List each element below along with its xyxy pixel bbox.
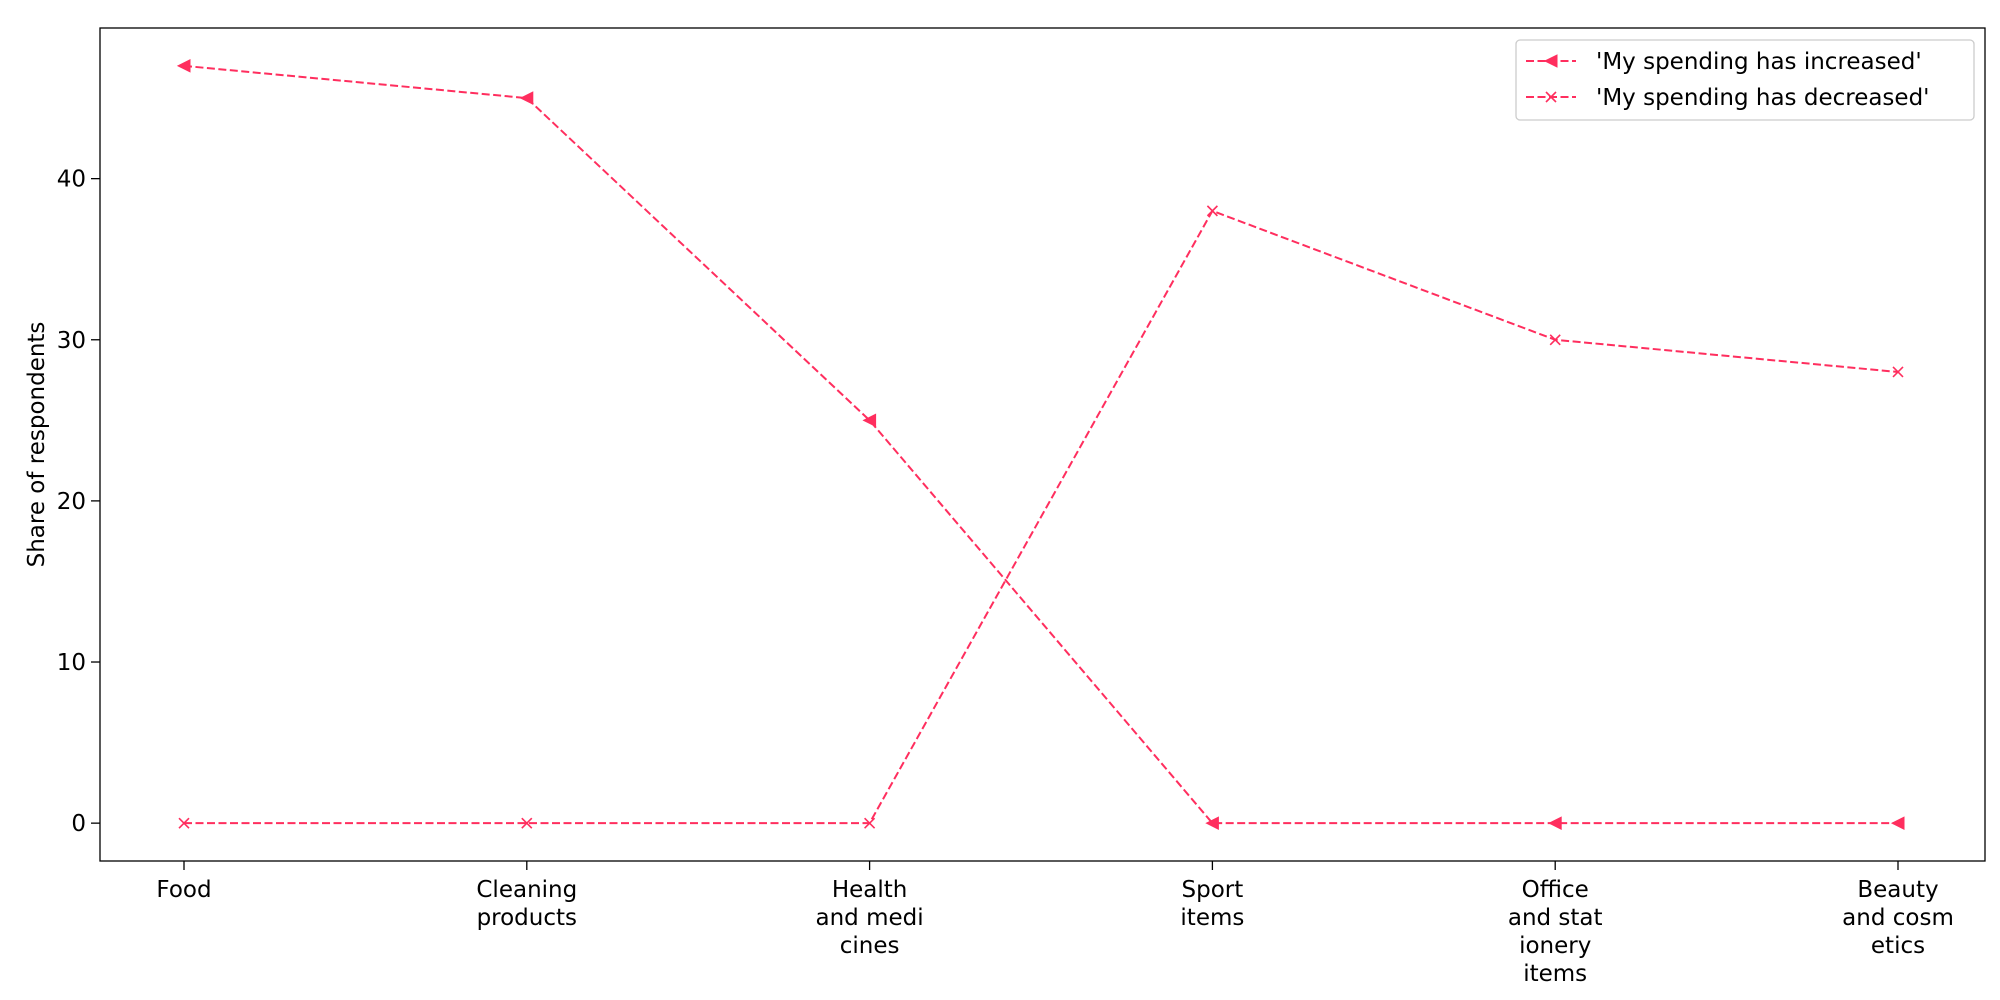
plot-marks	[176, 59, 1905, 830]
x-tick-label: Health and medi cines	[816, 877, 924, 959]
x-tick-label: Office and stat ionery items	[1508, 877, 1603, 987]
y-tick-label: 40	[57, 167, 86, 193]
data-point	[1549, 334, 1561, 346]
legend-swatch-increased	[1526, 54, 1576, 68]
plot-frame	[99, 27, 1986, 862]
data-point	[1548, 816, 1562, 830]
legend-entry-decreased[interactable]: 'My spending has decreased'	[1526, 85, 1930, 111]
marker-stroke	[1892, 366, 1904, 378]
x-tick-label: Cleaning products	[476, 877, 577, 931]
legend-entry-increased[interactable]: 'My spending has increased'	[1526, 49, 1922, 75]
series-1	[178, 205, 1904, 829]
marker-stroke	[864, 817, 876, 829]
data-point	[178, 817, 190, 829]
x-tick-label: Sport items	[1180, 877, 1244, 931]
y-axis-title: Share of respondents	[24, 322, 50, 568]
data-point	[1206, 205, 1218, 217]
data-point	[1205, 816, 1219, 830]
y-axis: 0 10 20 30 40	[57, 167, 100, 837]
marker-stroke	[521, 817, 533, 829]
y-tick-label: 20	[57, 489, 86, 515]
marker-stroke	[1206, 205, 1218, 217]
data-point	[176, 59, 191, 73]
marker-stroke	[1545, 91, 1557, 103]
x-axis: Food Cleaning products Health and medi cines S…	[156, 861, 1954, 987]
series-0	[176, 59, 1905, 830]
legend-marker	[1545, 91, 1557, 103]
y-tick-label: 0	[71, 811, 86, 837]
series-line	[184, 209, 1899, 825]
data-point	[519, 91, 534, 105]
data-point	[521, 817, 533, 829]
legend-swatch-decreased	[1526, 91, 1576, 103]
legend-label-decreased: 'My spending has decreased'	[1596, 85, 1930, 111]
x-tick-label: Food	[156, 877, 211, 903]
marker-stroke	[1549, 334, 1561, 346]
data-point	[1892, 366, 1904, 378]
y-tick-label: 30	[57, 328, 86, 354]
data-point	[864, 817, 876, 829]
series-line	[183, 64, 1898, 825]
legend-box	[1515, 39, 1975, 121]
legend[interactable]: 'My spending has increased' 'My spending…	[1515, 39, 1975, 121]
legend-marker	[1543, 54, 1558, 68]
legend-label-increased: 'My spending has increased'	[1596, 49, 1922, 75]
x-tick-label: Beauty and cosm etics	[1842, 877, 1954, 959]
data-point	[862, 413, 877, 428]
y-tick-label: 10	[57, 650, 86, 676]
marker-stroke	[178, 817, 190, 829]
data-point	[1890, 816, 1905, 830]
